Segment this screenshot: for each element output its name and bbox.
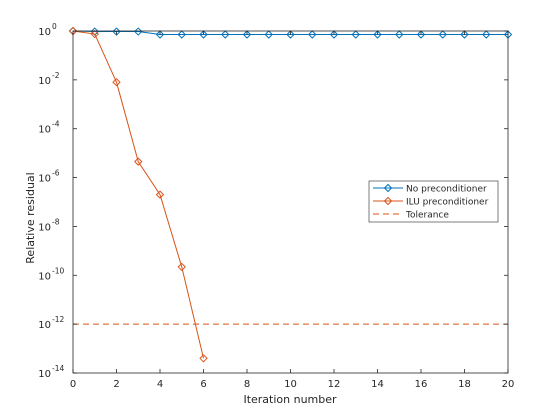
x-tick-label: 14 (371, 379, 384, 390)
data-point-ilu-preconditioner (155, 190, 165, 199)
y-tick-exponent: -8 (52, 217, 60, 226)
data-point-ilu-preconditioner (90, 29, 99, 39)
x-tick-label: 20 (502, 379, 515, 390)
y-tick-base: 10 (38, 320, 51, 331)
y-tick-base: 10 (38, 27, 51, 38)
data-point-no-preconditioner (199, 30, 208, 39)
data-point-no-preconditioner (351, 30, 360, 39)
x-tick-label: 0 (70, 379, 76, 390)
x-axis-label: Iteration number (243, 393, 337, 406)
data-point-no-preconditioner (395, 30, 404, 39)
y-tick-base: 10 (38, 369, 51, 380)
data-point-no-preconditioner (264, 30, 273, 39)
data-point-no-preconditioner (177, 30, 186, 39)
x-tick-label: 10 (284, 379, 297, 390)
y-tick-base: 10 (38, 174, 51, 185)
x-tick-label: 2 (113, 379, 119, 390)
tick-labels: 0 2 4 6 8 10 12 14 16 18 2010010-210-410-610-810-1… (38, 22, 514, 390)
data-point-no-preconditioner (308, 30, 317, 39)
y-tick-exponent: 0 (52, 22, 57, 31)
data-point-no-preconditioner (286, 30, 295, 39)
y-tick-label: 10-14 (38, 364, 64, 380)
x-tick-label: 12 (328, 379, 341, 390)
axes (72, 30, 509, 374)
x-tick-label: 6 (200, 379, 206, 390)
legend-marker-ilu-preconditioner (383, 196, 393, 206)
data-point-no-preconditioner (438, 30, 447, 39)
legend-marker-no-preconditioner (383, 183, 393, 193)
data-point-no-preconditioner (134, 27, 143, 36)
y-tick-base: 10 (38, 125, 51, 136)
y-tick-label: 10-12 (38, 315, 64, 331)
data-point-no-preconditioner (482, 30, 491, 39)
y-tick-label: 10-6 (38, 169, 59, 185)
data-point-no-preconditioner (373, 30, 382, 39)
y-tick-base: 10 (38, 271, 51, 282)
y-tick-exponent: -14 (52, 364, 64, 373)
legend-entry-tolerance: Tolerance (373, 211, 449, 221)
data-point-no-preconditioner (329, 30, 339, 39)
y-tick-exponent: -2 (52, 71, 60, 80)
y-tick-exponent: -6 (52, 169, 60, 178)
y-tick-label: 10-2 (38, 71, 59, 87)
x-tick-label: 8 (244, 379, 250, 390)
data-point-ilu-preconditioner (134, 157, 143, 166)
legend: No preconditioner ILU preconditioner Toler… (368, 180, 499, 223)
y-tick-base: 10 (38, 222, 51, 233)
data-point-ilu-preconditioner (177, 262, 186, 272)
y-axis-label: Relative residual (24, 172, 37, 263)
y-tick-label: 10-4 (38, 120, 59, 136)
y-tick-base: 10 (38, 76, 51, 87)
data-point-no-preconditioner (221, 30, 230, 39)
x-tick-label: 4 (157, 379, 163, 390)
x-tick-label: 18 (458, 379, 471, 390)
x-tick-label: 16 (415, 379, 428, 390)
data-point-no-preconditioner (460, 30, 469, 39)
legend-entry-ilu-preconditioner: ILU preconditioner (373, 196, 489, 208)
y-tick-exponent: -12 (52, 315, 64, 324)
y-tick-label: 10-8 (38, 217, 59, 233)
data-point-no-preconditioner (155, 30, 165, 39)
legend-label-no-preconditioner: No preconditioner (406, 185, 487, 195)
y-tick-exponent: -4 (52, 120, 60, 129)
data-point-ilu-preconditioner (112, 78, 121, 87)
legend-label-ilu-preconditioner: ILU preconditioner (406, 198, 489, 208)
legend-label-tolerance: Tolerance (405, 211, 449, 221)
y-tick-label: 100 (38, 22, 57, 38)
y-tick-exponent: -10 (52, 266, 64, 275)
data-point-ilu-preconditioner (199, 354, 208, 363)
data-point-no-preconditioner (112, 27, 121, 36)
data-point-no-preconditioner (242, 30, 252, 39)
data-point-no-preconditioner (416, 30, 426, 39)
legend-entry-no-preconditioner: No preconditioner (373, 183, 487, 195)
y-tick-label: 10-10 (38, 266, 64, 282)
series-line-ilu-preconditioner (72, 30, 204, 359)
